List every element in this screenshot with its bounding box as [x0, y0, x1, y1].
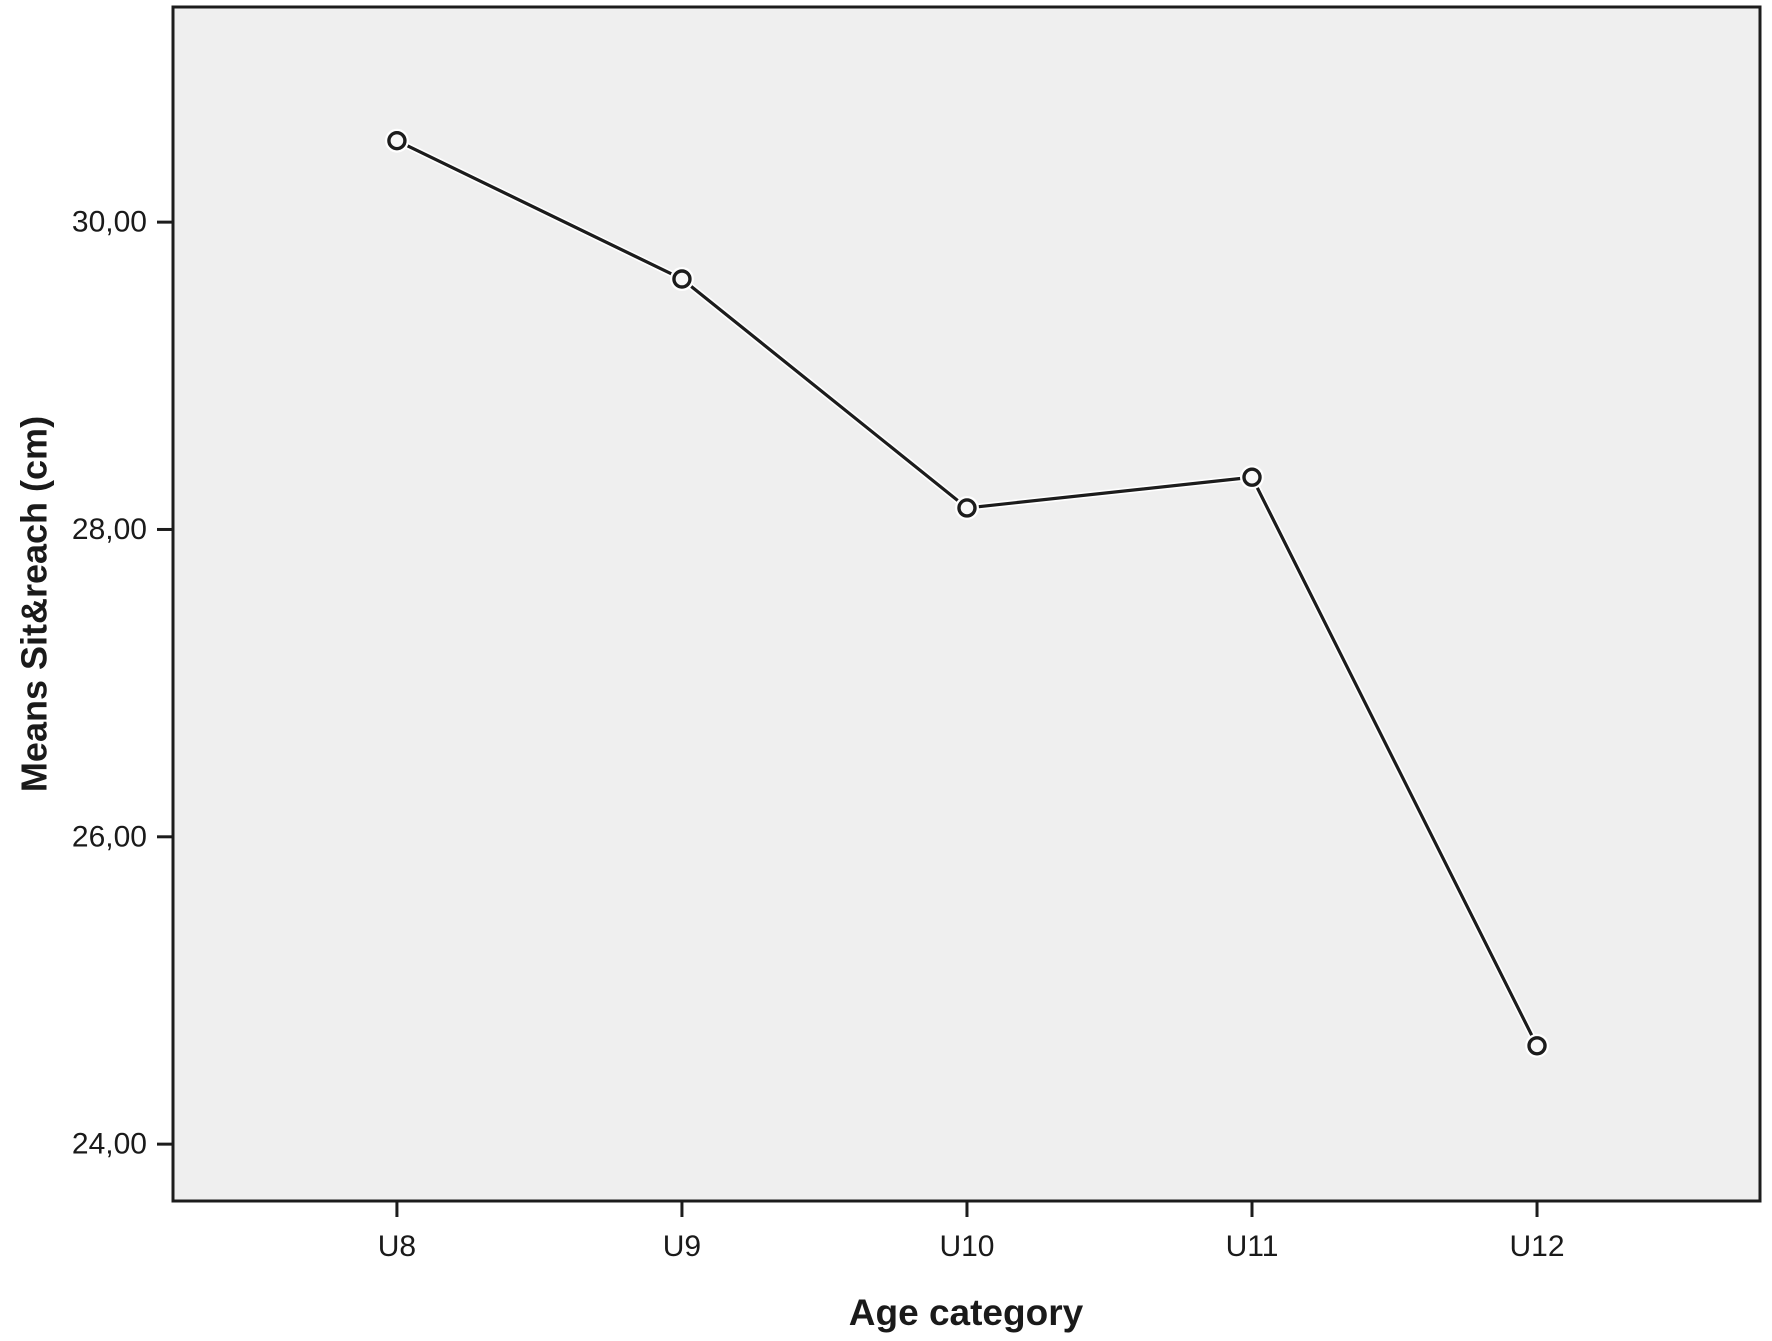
data-point-U10	[957, 498, 977, 518]
data-point-U11	[1242, 467, 1262, 487]
y-tick-label: 26,00	[72, 820, 147, 853]
x-tick-label: U9	[663, 1230, 701, 1263]
data-series	[384, 128, 1550, 1058]
plot-area	[171, 5, 1762, 1203]
data-point-U12	[1527, 1036, 1547, 1056]
data-point-U9	[672, 269, 692, 289]
y-tick-label: 24,00	[72, 1128, 147, 1161]
y-tick-label: 28,00	[72, 513, 147, 546]
y-axis-ticks: 24,00 26,00 28,00 30,00	[72, 206, 173, 1161]
data-point-U8	[387, 130, 407, 151]
x-axis-title: Age category	[849, 1292, 1084, 1333]
y-axis-title: Means Sit&reach (cm)	[14, 416, 55, 792]
x-tick-label: U8	[378, 1230, 416, 1263]
y-tick-label: 30,00	[72, 206, 147, 239]
x-tick-label: U10	[939, 1230, 994, 1263]
x-tick-label: U12	[1510, 1230, 1565, 1263]
x-axis-ticks: U8 U9 U10 U11 U12	[378, 1201, 1565, 1263]
x-tick-label: U11	[1226, 1230, 1279, 1263]
